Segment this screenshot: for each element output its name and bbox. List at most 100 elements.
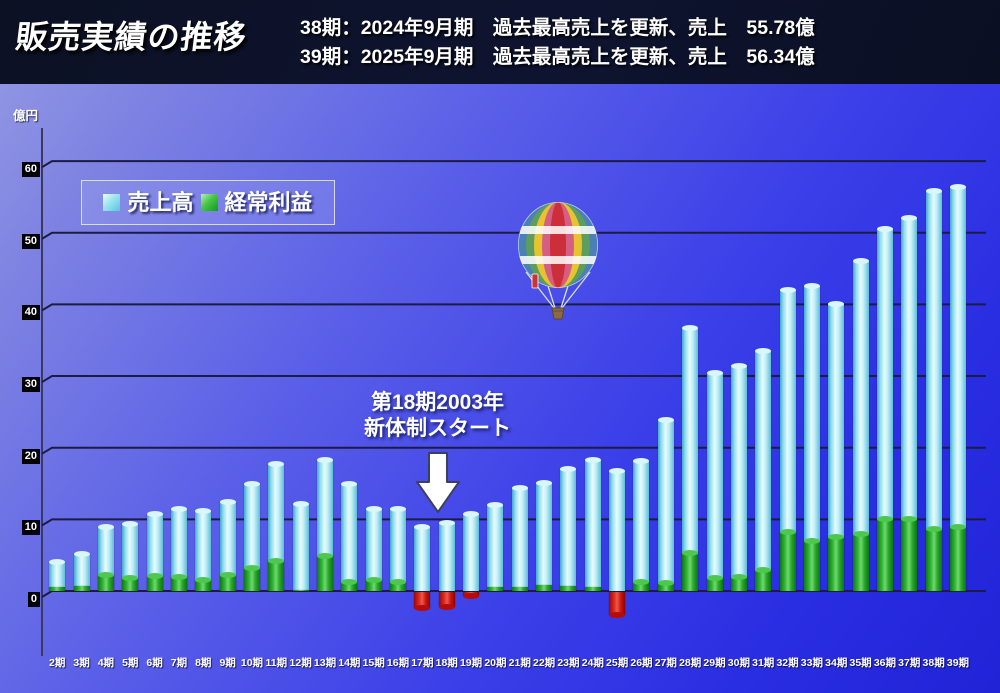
x-label-39期: 39期 <box>946 657 970 669</box>
bar-cap <box>195 577 212 584</box>
bar-loss-19期 <box>463 592 480 599</box>
bar-cap <box>463 510 480 517</box>
bar-sales-17期 <box>414 524 431 591</box>
bar-profit-29期 <box>706 575 723 591</box>
bar-profit-27期 <box>657 580 674 591</box>
bar-loss-17期 <box>414 592 431 611</box>
bar-profit-3期 <box>73 585 90 591</box>
bar-sales-30期 <box>730 363 747 591</box>
bar-cap <box>438 604 455 611</box>
bar-sales-38期 <box>925 188 942 591</box>
highlight-line-39: 39期：2025年9月期 過去最高売上を更新、売上 56.34億 <box>300 46 815 68</box>
x-label-2期: 2期 <box>49 657 66 669</box>
bar-profit-9期 <box>219 571 236 591</box>
bar-cap <box>803 537 820 544</box>
x-label-12期: 12期 <box>289 657 312 669</box>
x-label-29期: 29期 <box>703 657 726 669</box>
bar-sales-31期 <box>755 347 772 591</box>
bar-profit-26期 <box>633 579 650 591</box>
bar-cap <box>949 184 966 191</box>
bar-sales-8期 <box>195 507 212 591</box>
bar-profit-8期 <box>195 577 212 591</box>
bar-cap <box>438 519 455 526</box>
bar-cap <box>195 507 212 514</box>
bar-profit-28期 <box>682 550 699 591</box>
bar-cap <box>876 226 893 233</box>
bar-profit-36期 <box>876 516 893 591</box>
bar-profit-11期 <box>268 557 285 591</box>
highlight-line-38: 38期：2024年9月期 過去最高売上を更新、売上 55.78億 <box>300 17 815 39</box>
chart-legend: 売上高 経常利益 <box>81 180 335 225</box>
bar-cap <box>876 516 893 523</box>
x-label-19期: 19期 <box>459 657 483 669</box>
bar-sales-7期 <box>170 506 187 591</box>
down-arrow-icon <box>416 452 460 513</box>
bar-sales-33期 <box>803 283 820 591</box>
bar-cap <box>463 592 480 599</box>
x-label-17期: 17期 <box>411 657 434 669</box>
bar-profit-20期 <box>487 586 504 591</box>
y-tick-30: 30 <box>6 374 40 393</box>
bar-profit-32期 <box>779 529 796 591</box>
x-label-31期: 31期 <box>752 657 775 669</box>
profit-legend-swatch-icon <box>200 194 218 211</box>
x-label-10期: 10期 <box>240 657 264 669</box>
bar-cap <box>292 500 309 507</box>
bar-cap <box>949 523 966 530</box>
bar-sales-9期 <box>219 499 236 591</box>
hot-air-balloon-icon <box>518 202 598 320</box>
sales-legend-swatch-icon <box>103 194 121 211</box>
header-highlights: 38期：2024年9月期 過去最高売上を更新、売上 55.78億 39期：202… <box>300 14 815 72</box>
bar-loss-18期 <box>438 592 455 611</box>
bar-sales-21期 <box>511 484 528 591</box>
bar-cap <box>219 571 236 578</box>
bar-sales-29期 <box>706 370 723 591</box>
bar-cap <box>122 520 139 527</box>
x-label-14期: 14期 <box>338 657 361 669</box>
x-label-7期: 7期 <box>170 657 188 669</box>
bar-sales-35期 <box>852 258 869 591</box>
x-label-9期: 9期 <box>219 657 236 669</box>
bar-cap <box>828 301 845 308</box>
bar-profit-6期 <box>146 572 163 591</box>
y-tick-label: 50 <box>21 233 40 249</box>
bar-cap <box>487 502 504 509</box>
x-label-36期: 36期 <box>873 657 897 669</box>
x-label-28期: 28期 <box>679 657 702 669</box>
bar-profit-35期 <box>852 530 869 591</box>
bar-cap <box>122 575 139 582</box>
bar-loss-25期 <box>609 592 626 618</box>
bar-cap <box>243 565 260 572</box>
bar-cap <box>268 461 285 468</box>
bar-cap <box>901 515 918 522</box>
bar-sales-36期 <box>876 226 893 591</box>
bar-cap <box>390 506 407 513</box>
bar-sales-26期 <box>633 457 650 591</box>
bar-sales-16期 <box>390 506 407 591</box>
profit-legend-label: 経常利益 <box>224 189 313 215</box>
bar-profit-12期 <box>292 589 309 591</box>
bar-cap <box>268 557 285 564</box>
bar-sales-22期 <box>536 479 553 591</box>
sales-legend-label: 売上高 <box>127 189 194 215</box>
y-tick-20: 20 <box>6 446 40 464</box>
bar-cap <box>925 188 942 195</box>
x-label-22期: 22期 <box>533 657 556 669</box>
bar-sales-6期 <box>146 511 163 591</box>
x-label-37期: 37期 <box>898 657 921 669</box>
x-label-13期: 13期 <box>313 657 337 669</box>
x-label-6期: 6期 <box>146 657 163 669</box>
bar-profit-24期 <box>584 587 601 591</box>
header-band: 販売実績の推移 38期：2024年9月期 過去最高売上を更新、売上 55.78億… <box>0 0 1000 84</box>
bar-cap <box>73 551 90 558</box>
bar-sales-12期 <box>292 500 309 591</box>
bar-sales-25期 <box>609 467 626 591</box>
bar-cap <box>341 481 358 488</box>
bar-cap <box>511 484 528 491</box>
bar-profit-23期 <box>560 585 577 591</box>
bar-cap <box>97 523 114 530</box>
x-label-8期: 8期 <box>195 657 212 669</box>
bar-sales-2期 <box>49 558 66 591</box>
y-tick-label: 40 <box>21 305 40 321</box>
